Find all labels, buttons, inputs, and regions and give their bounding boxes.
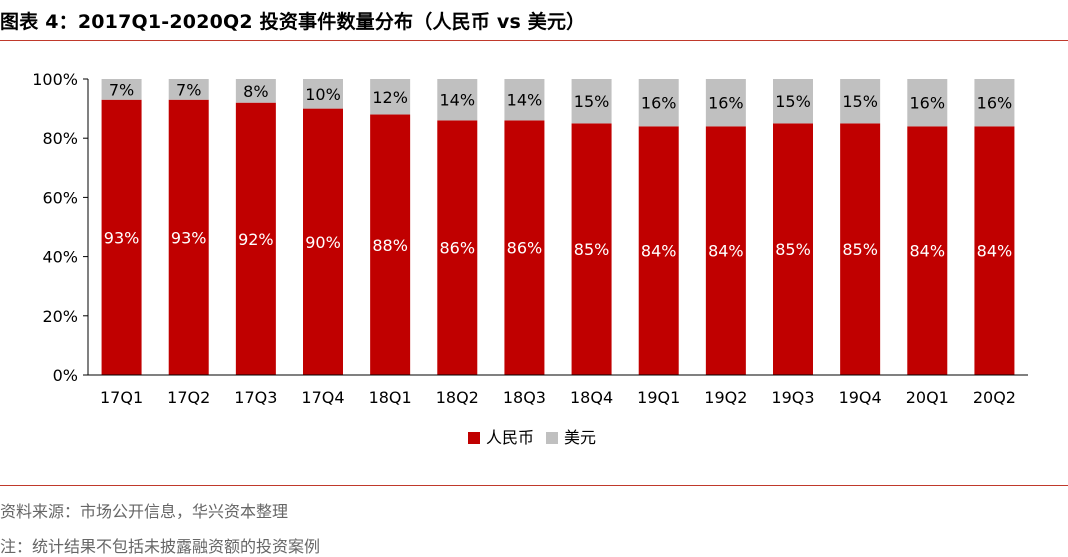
x-tick-label: 18Q1 xyxy=(369,388,412,407)
x-tick-label: 18Q4 xyxy=(570,388,613,407)
data-label-usd: 10% xyxy=(305,85,341,104)
x-tick-label: 19Q1 xyxy=(637,388,680,407)
data-label-usd: 14% xyxy=(507,91,543,110)
y-tick-label: 80% xyxy=(42,129,78,148)
title-rule xyxy=(0,40,1068,41)
bar-rmb-20Q2 xyxy=(974,126,1015,375)
bar-rmb-17Q4 xyxy=(303,108,343,375)
data-label-rmb: 86% xyxy=(440,239,476,258)
data-label-usd: 15% xyxy=(775,92,811,111)
bar-usd-17Q1 xyxy=(101,79,142,100)
bar-rmb-19Q1 xyxy=(638,126,679,375)
bar-usd-19Q4 xyxy=(840,79,881,124)
x-tick-label: 17Q1 xyxy=(100,388,143,407)
bar-rmb-17Q1 xyxy=(101,99,142,375)
bar-rmb-19Q3 xyxy=(773,123,813,376)
x-tick-label: 20Q2 xyxy=(973,388,1016,407)
bar-usd-17Q2 xyxy=(168,79,209,100)
y-tick-label: 20% xyxy=(42,307,78,326)
data-label-usd: 15% xyxy=(574,92,610,111)
data-label-usd: 16% xyxy=(977,94,1013,113)
data-label-rmb: 85% xyxy=(842,240,878,259)
bar-usd-18Q3 xyxy=(504,79,545,121)
x-tick-label: 17Q2 xyxy=(167,388,210,407)
y-tick-label: 100% xyxy=(32,70,78,89)
bar-usd-19Q2 xyxy=(705,79,746,127)
data-label-usd: 14% xyxy=(440,91,476,110)
data-label-usd: 12% xyxy=(372,88,408,107)
bar-usd-20Q2 xyxy=(974,79,1015,127)
data-label-rmb: 93% xyxy=(104,228,140,247)
x-tick-label: 18Q2 xyxy=(436,388,479,407)
legend: 人民币 美元 xyxy=(468,428,596,447)
data-label-rmb: 85% xyxy=(574,240,610,259)
x-axis: 17Q1 17Q2 17Q3 17Q4 18Q1 18Q2 18Q3 18Q4 19Q1 19Q2… xyxy=(88,374,1028,407)
x-tick-label: 18Q3 xyxy=(503,388,546,407)
data-label-usd: 7% xyxy=(176,80,201,99)
chart-title: 图表 4：2017Q1-2020Q2 投资事件数量分布（人民币 vs 美元） xyxy=(0,11,586,33)
source-note: 资料来源：市场公开信息，华兴资本整理 xyxy=(0,502,289,521)
y-tick-label: 0% xyxy=(53,366,78,385)
bars-group: 93% 7% 93% 7% 92% 8% 90% 10% 88% 12% 86% 14% 86% 14% 8… xyxy=(101,79,1015,376)
bar-usd-19Q3 xyxy=(773,79,813,124)
data-label-usd: 15% xyxy=(842,92,878,111)
data-label-usd: 7% xyxy=(109,80,134,99)
data-label-usd: 16% xyxy=(641,94,677,113)
data-label-rmb: 86% xyxy=(507,239,543,258)
x-tick-label: 19Q2 xyxy=(704,388,747,407)
data-label-rmb: 84% xyxy=(708,242,744,261)
data-label-rmb: 90% xyxy=(305,233,341,252)
data-label-rmb: 85% xyxy=(775,240,811,259)
data-label-usd: 8% xyxy=(243,82,268,101)
stacked-bar-chart: 93% 7% 93% 7% 92% 8% 90% 10% 88% 12% 86% 14% 86% 14% 8… xyxy=(32,70,1028,447)
x-tick-label: 19Q4 xyxy=(839,388,882,407)
data-label-rmb: 92% xyxy=(238,230,274,249)
data-label-rmb: 84% xyxy=(641,242,677,261)
bar-rmb-17Q2 xyxy=(168,99,209,375)
data-label-rmb: 84% xyxy=(910,242,946,261)
bar-rmb-17Q3 xyxy=(235,102,276,376)
legend-label-usd: 美元 xyxy=(564,428,596,447)
bar-usd-20Q1 xyxy=(907,79,948,127)
bar-usd-18Q4 xyxy=(571,79,612,124)
bar-rmb-18Q2 xyxy=(437,120,478,375)
bar-rmb-18Q3 xyxy=(504,120,545,375)
bar-usd-17Q4 xyxy=(303,79,343,109)
legend-swatch-rmb xyxy=(468,432,480,444)
bar-usd-18Q2 xyxy=(437,79,478,121)
bar-usd-19Q1 xyxy=(638,79,679,127)
bar-rmb-20Q1 xyxy=(907,126,948,375)
y-tick-label: 40% xyxy=(42,248,78,267)
data-label-rmb: 84% xyxy=(977,242,1013,261)
legend-label-rmb: 人民币 xyxy=(486,428,534,447)
x-tick-label: 17Q3 xyxy=(234,388,277,407)
data-label-usd: 16% xyxy=(708,94,744,113)
bar-usd-17Q3 xyxy=(235,79,276,103)
bar-rmb-19Q2 xyxy=(705,126,746,375)
x-tick-label: 17Q4 xyxy=(301,388,344,407)
bar-usd-18Q1 xyxy=(370,79,411,115)
bar-rmb-19Q4 xyxy=(840,123,881,376)
data-label-rmb: 93% xyxy=(171,228,207,247)
x-tick-label: 19Q3 xyxy=(771,388,814,407)
y-axis: 0% 20% 40% 60% 80% 100% xyxy=(32,70,89,385)
bar-rmb-18Q4 xyxy=(571,123,612,376)
footer-rule xyxy=(0,485,1068,486)
legend-swatch-usd xyxy=(546,432,558,444)
data-label-rmb: 88% xyxy=(372,236,408,255)
x-tick-label: 20Q1 xyxy=(906,388,949,407)
y-tick-label: 60% xyxy=(42,188,78,207)
footnote: 注：统计结果不包括未披露融资额的投资案例 xyxy=(0,537,321,556)
bar-rmb-18Q1 xyxy=(370,114,411,376)
data-label-usd: 16% xyxy=(910,94,946,113)
